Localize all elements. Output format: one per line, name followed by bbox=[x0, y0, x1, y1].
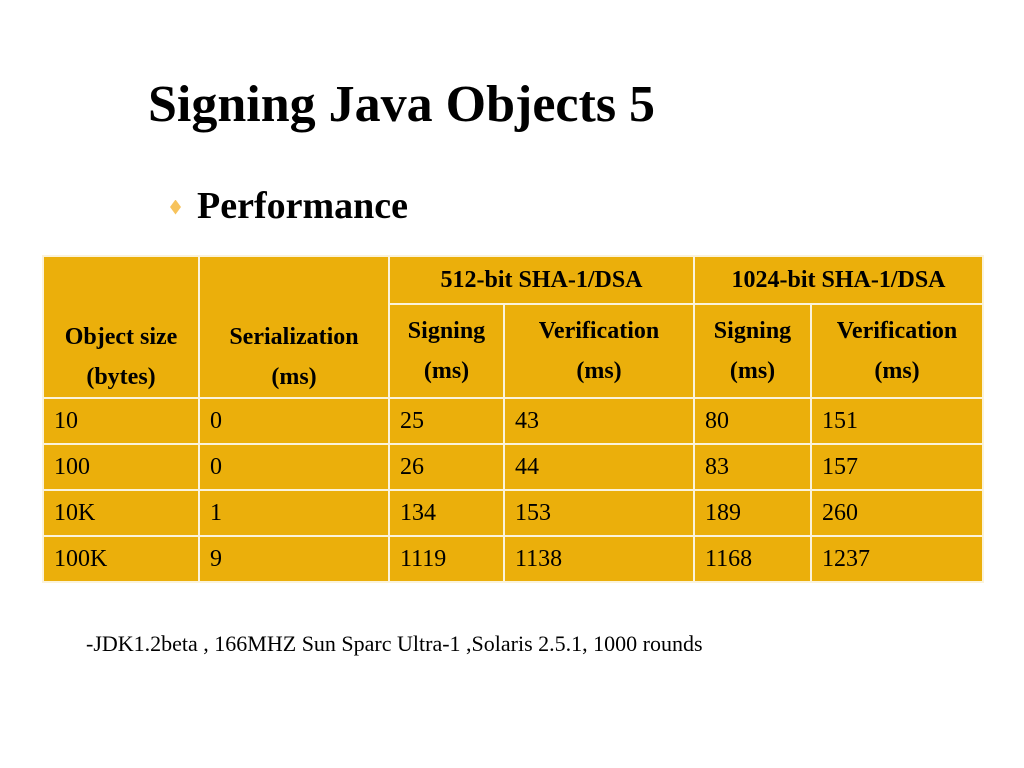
cell-serialization: 0 bbox=[198, 443, 390, 491]
cell-512-signing: 134 bbox=[388, 489, 505, 537]
cell-1024-signing: 80 bbox=[693, 397, 812, 445]
cell-object-size: 100 bbox=[42, 443, 200, 491]
bullet-text: Performance bbox=[197, 185, 408, 227]
cell-1024-verification: 151 bbox=[810, 397, 984, 445]
diamond-bullet-icon bbox=[170, 199, 181, 215]
bullet-item: Performance bbox=[170, 182, 408, 230]
header-unit: (ms) bbox=[423, 358, 470, 384]
cell-1024-verification: 1237 bbox=[810, 535, 984, 583]
cell-512-verification: 1138 bbox=[503, 535, 695, 583]
column-header-object-size: Object size (bytes) bbox=[42, 255, 200, 399]
footnote: -JDK1.2beta , 166MHZ Sun Sparc Ultra-1 ,… bbox=[86, 631, 703, 656]
column-header-1024-verification: Verification (ms) bbox=[810, 303, 984, 399]
cell-512-verification: 43 bbox=[503, 397, 695, 445]
cell-object-size: 10K bbox=[42, 489, 200, 537]
cell-serialization: 0 bbox=[198, 397, 390, 445]
header-group-512: 512-bit SHA-1/DSA bbox=[388, 255, 695, 305]
header-unit: (ms) bbox=[271, 364, 317, 390]
table-header-row: Signing (ms) Verification (ms) Signing (… bbox=[43, 303, 984, 399]
header-unit: (ms) bbox=[874, 358, 920, 384]
cell-512-signing: 1119 bbox=[388, 535, 505, 583]
cell-512-signing: 25 bbox=[388, 397, 505, 445]
header-unit: (ms) bbox=[576, 358, 622, 384]
table-row: 100 0 26 44 83 157 bbox=[42, 443, 984, 491]
slide-title: Signing Java Objects 5 bbox=[148, 76, 656, 133]
column-header-512-verification: Verification (ms) bbox=[503, 303, 695, 399]
header-line: Signing bbox=[407, 318, 486, 344]
table-row: 10 0 25 43 80 151 bbox=[42, 397, 984, 445]
cell-512-signing: 26 bbox=[388, 443, 505, 491]
cell-1024-signing: 1168 bbox=[693, 535, 812, 583]
cell-1024-verification: 157 bbox=[810, 443, 984, 491]
column-header-512-signing: Signing (ms) bbox=[388, 303, 505, 399]
header-unit: (bytes) bbox=[86, 364, 156, 390]
header-line: Verification bbox=[538, 318, 660, 344]
column-header-serialization: Serialization (ms) bbox=[198, 255, 390, 399]
cell-object-size: 100K bbox=[42, 535, 200, 583]
cell-1024-verification: 260 bbox=[810, 489, 984, 537]
header-line: Signing bbox=[713, 318, 792, 344]
header-line: Serialization bbox=[229, 324, 359, 350]
cell-object-size: 10 bbox=[42, 397, 200, 445]
table-header-group-row: Object size (bytes) Serialization (ms) 5… bbox=[42, 255, 984, 399]
cell-1024-signing: 189 bbox=[693, 489, 812, 537]
header-unit: (ms) bbox=[729, 358, 776, 384]
header-line: Verification bbox=[836, 318, 958, 344]
cell-serialization: 1 bbox=[198, 489, 390, 537]
table-row: 100K 9 1119 1138 1168 1237 bbox=[42, 535, 984, 583]
column-header-1024-signing: Signing (ms) bbox=[693, 303, 812, 399]
header-group-1024: 1024-bit SHA-1/DSA bbox=[693, 255, 984, 305]
cell-512-verification: 153 bbox=[503, 489, 695, 537]
performance-table: Object size (bytes) Serialization (ms) 5… bbox=[42, 255, 984, 583]
cell-512-verification: 44 bbox=[503, 443, 695, 491]
cell-serialization: 9 bbox=[198, 535, 390, 583]
table-row: 10K 1 134 153 189 260 bbox=[42, 489, 984, 537]
header-line: Object size bbox=[64, 324, 178, 350]
cell-1024-signing: 83 bbox=[693, 443, 812, 491]
